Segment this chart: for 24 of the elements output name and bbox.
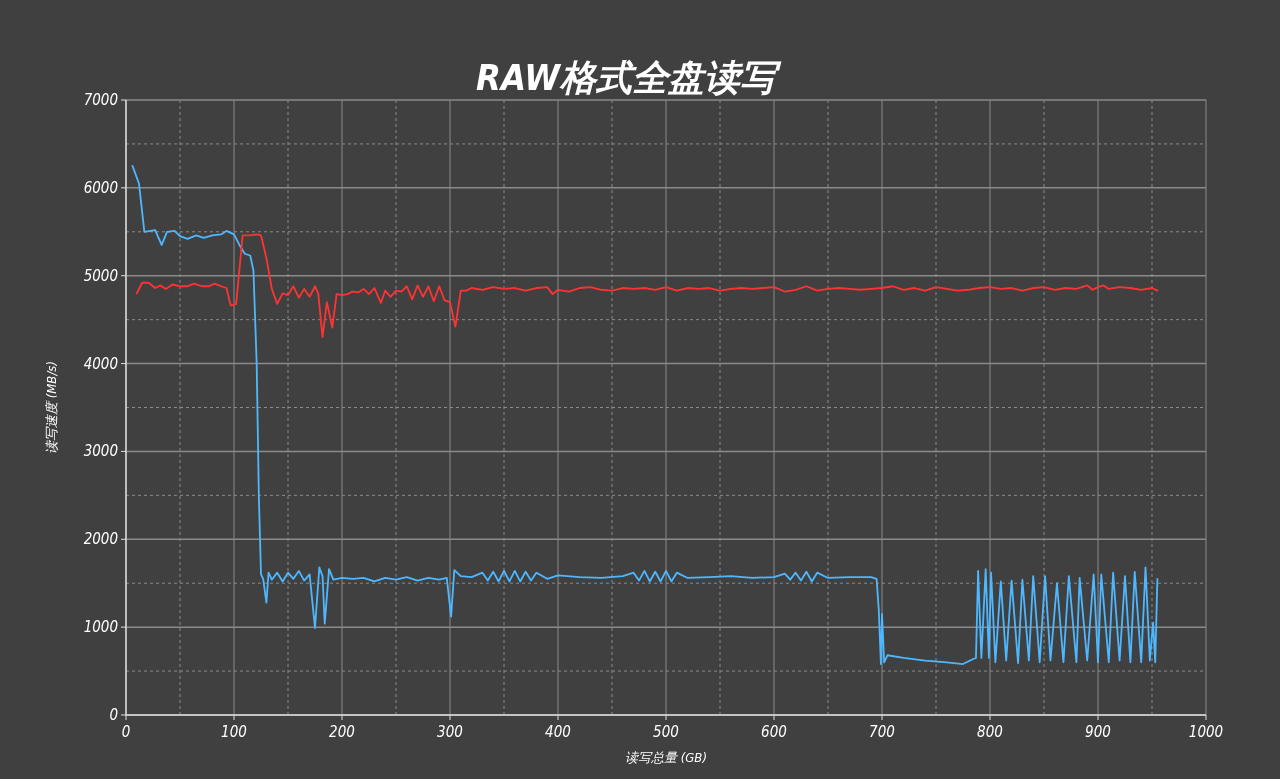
x-tick-label: 700 — [869, 723, 895, 741]
x-tick-label: 900 — [1085, 723, 1111, 741]
y-tick-label: 0 — [109, 706, 118, 724]
y-tick-label: 6000 — [83, 178, 118, 197]
x-tick-label: 600 — [761, 723, 787, 741]
y-tick-label: 3000 — [83, 442, 118, 461]
x-tick-label: 300 — [437, 723, 463, 741]
x-tick-label: 200 — [329, 723, 355, 741]
x-tick-label: 800 — [977, 723, 1003, 741]
y-tick-label: 4000 — [83, 354, 118, 373]
line-series — [131, 164, 1159, 665]
x-axis-title: 读写总量 (GB) — [625, 750, 707, 765]
y-tick-label: 2000 — [83, 530, 118, 549]
y-axis-title: 读写速度 (MB/s) — [44, 361, 59, 454]
line-series — [135, 233, 1159, 339]
y-tick-label: 5000 — [83, 266, 118, 285]
chart-title: RAW格式全盘读写 — [476, 57, 782, 98]
x-tick-label: 1000 — [1188, 723, 1224, 741]
x-tick-label: 500 — [653, 723, 679, 741]
y-tick-label: 7000 — [83, 91, 118, 109]
x-tick-label: 100 — [221, 723, 247, 741]
x-tick-label: 0 — [121, 723, 131, 741]
x-tick-label: 400 — [545, 723, 571, 741]
y-tick-label: 1000 — [83, 618, 118, 637]
